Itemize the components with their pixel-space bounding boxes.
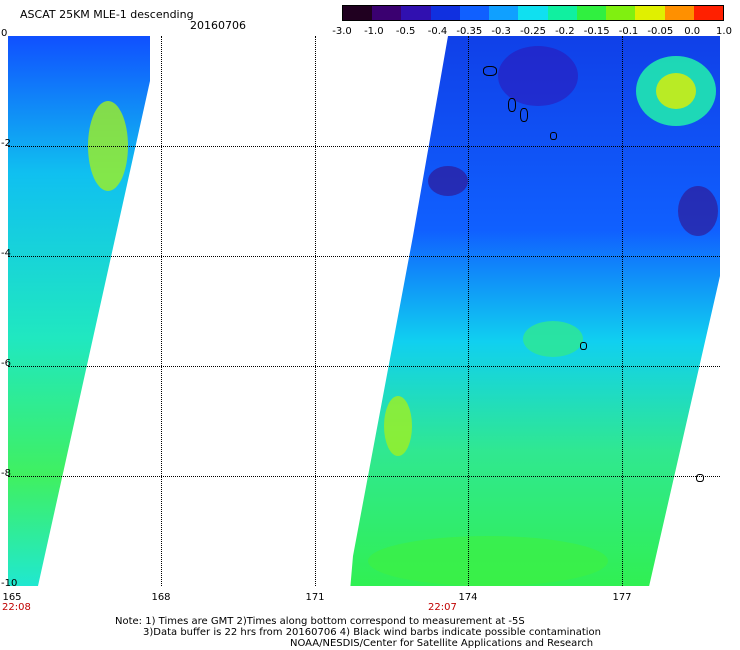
colorbar-label: -0.5: [395, 26, 416, 37]
island: [520, 108, 528, 122]
island: [696, 474, 704, 482]
time-right: 22:07: [428, 602, 457, 613]
colorbar-label: -0.35: [456, 26, 483, 37]
island: [508, 98, 516, 112]
gridline-lat: [8, 476, 720, 477]
low-wind-patch: [678, 186, 718, 236]
note-line-2: 3)Data buffer is 22 hrs from 20160706 4)…: [143, 627, 601, 638]
wind-patch: [368, 536, 608, 586]
colorbar-label: -0.3: [491, 26, 511, 37]
colorbar-label: -0.2: [555, 26, 575, 37]
map-area: [8, 36, 720, 586]
colorbar-label: -0.4: [427, 26, 448, 37]
colorbar-label: -0.05: [647, 26, 674, 37]
colorbar-swatch: [459, 6, 490, 20]
x-tick-label: 171: [305, 592, 325, 603]
gridline-lon: [468, 36, 469, 586]
colorbar-label: 1.0: [716, 26, 732, 37]
x-tick-label: 168: [151, 592, 171, 603]
low-wind-patch: [428, 166, 468, 196]
gridline-lon: [622, 36, 623, 586]
colorbar-swatch: [606, 6, 636, 20]
y-tick-label: 0: [1, 28, 8, 39]
colorbar-swatch: [518, 6, 548, 20]
y-tick-label: -4: [1, 248, 11, 259]
island: [580, 342, 587, 350]
colorbar-label: -0.1: [618, 26, 639, 37]
colorbar-swatch: [547, 6, 577, 20]
colorbar-swatch: [635, 6, 665, 20]
colorbar-label: -3.0: [332, 26, 352, 37]
high-wind-patch: [384, 396, 412, 456]
gridline-lon: [315, 36, 316, 586]
colorbar-label: -1.0: [364, 26, 384, 37]
swath-left: [8, 36, 150, 586]
island: [483, 66, 497, 76]
colorbar-label: -0.15: [583, 26, 610, 37]
low-wind-patch: [498, 46, 578, 106]
x-tick-label: 165: [2, 592, 22, 603]
x-tick-label: 177: [612, 592, 632, 603]
colorbar-swatch: [430, 6, 460, 20]
y-tick-label: -2: [1, 138, 11, 149]
island: [550, 132, 557, 140]
colorbar: [342, 5, 724, 21]
chart-date: 20160706: [190, 19, 246, 32]
note-line-3: NOAA/NESDIS/Center for Satellite Applica…: [290, 638, 594, 649]
y-tick-label: -8: [1, 468, 11, 479]
high-wind-patch: [656, 73, 696, 109]
colorbar-swatch: [372, 6, 402, 20]
colorbar-swatch: [576, 6, 607, 20]
gridline-lat: [8, 146, 720, 147]
colorbar-swatch: [489, 6, 519, 20]
time-left: 22:08: [2, 602, 31, 613]
chart-title: ASCAT 25KM MLE-1 descending: [20, 8, 194, 21]
colorbar-label: 0.0: [684, 26, 701, 37]
colorbar-swatch: [401, 6, 431, 20]
y-tick-label: -10: [1, 578, 18, 589]
colorbar-swatch: [343, 6, 373, 20]
gridline-lat: [8, 256, 720, 257]
colorbar-swatch: [693, 6, 724, 20]
wind-patch: [523, 321, 583, 357]
note-line-1: Note: 1) Times are GMT 2)Times along bot…: [115, 616, 525, 627]
gridline-lon: [161, 36, 162, 586]
colorbar-swatch: [664, 6, 694, 20]
y-tick-label: -6: [1, 358, 11, 369]
wind-swaths: [8, 36, 720, 586]
gridline-lat: [8, 366, 720, 367]
x-tick-label: 174: [458, 592, 478, 603]
colorbar-label: -0.25: [520, 26, 546, 37]
